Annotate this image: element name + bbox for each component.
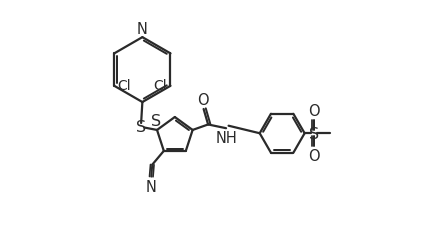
Text: O: O bbox=[308, 148, 320, 164]
Text: O: O bbox=[197, 92, 208, 108]
Text: S: S bbox=[152, 114, 161, 128]
Text: O: O bbox=[308, 104, 320, 119]
Text: S: S bbox=[309, 126, 319, 141]
Text: Cl: Cl bbox=[153, 79, 167, 93]
Text: Cl: Cl bbox=[117, 79, 131, 93]
Text: N: N bbox=[137, 22, 148, 36]
Text: NH: NH bbox=[215, 131, 237, 146]
Text: N: N bbox=[146, 180, 157, 194]
Text: S: S bbox=[136, 120, 146, 135]
